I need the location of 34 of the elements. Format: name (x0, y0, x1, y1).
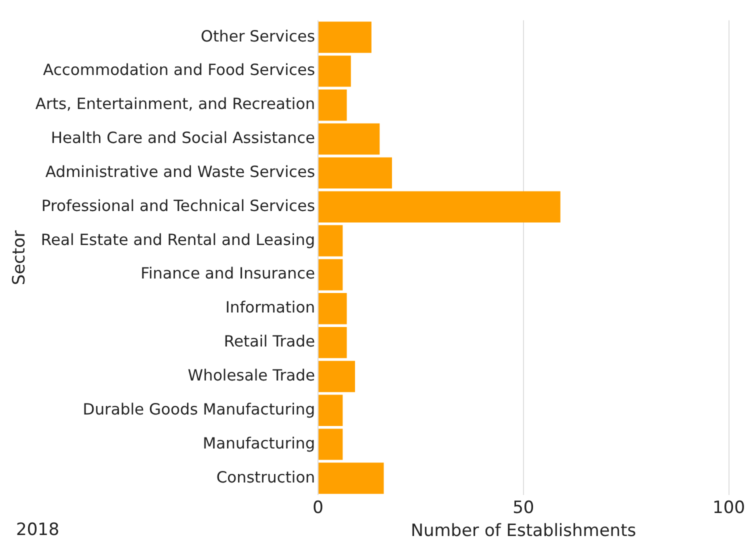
bar (318, 191, 560, 222)
bar (318, 462, 384, 494)
y-tick-label: Information (225, 298, 316, 317)
x-tick-label: 50 (512, 498, 534, 518)
y-tick-label: Manufacturing (202, 434, 316, 452)
x-tick-label: 100 (712, 498, 746, 518)
bar (318, 56, 351, 87)
bar (318, 90, 347, 121)
x-axis-title: Number of Establishments (410, 521, 636, 542)
y-tick-label: Arts, Entertainment, and Recreation (35, 95, 316, 114)
bar (318, 360, 356, 392)
y-tick-label: Administrative and Waste Services (45, 162, 316, 181)
y-tick-label: Professional and Technical Services (41, 196, 316, 215)
bar (318, 225, 343, 256)
y-tick-label: Durable Goods Manufacturing (82, 400, 316, 418)
y-axis-title: Sector (10, 230, 30, 286)
y-tick-label: Other Services (200, 27, 316, 46)
y-tick-label: Accommodation and Food Services (43, 61, 316, 80)
y-tick-label: Retail Trade (224, 332, 316, 351)
bar (318, 428, 343, 460)
bar (318, 157, 392, 189)
y-tick-label: Wholesale Trade (188, 366, 316, 385)
y-tick-label: Construction (216, 468, 316, 486)
bar (318, 22, 372, 53)
y-tick-label: Finance and Insurance (140, 264, 316, 283)
text: 2018 (16, 520, 60, 540)
y-tick-label: Real Estate and Rental and Leasing (40, 230, 316, 249)
bar (318, 394, 343, 426)
bar (318, 259, 343, 290)
x-tick-label: 0 (312, 498, 324, 518)
bar (318, 326, 347, 358)
bar (318, 123, 380, 155)
y-tick-label: Health Care and Social Assistance (50, 129, 316, 148)
bar (318, 293, 347, 324)
